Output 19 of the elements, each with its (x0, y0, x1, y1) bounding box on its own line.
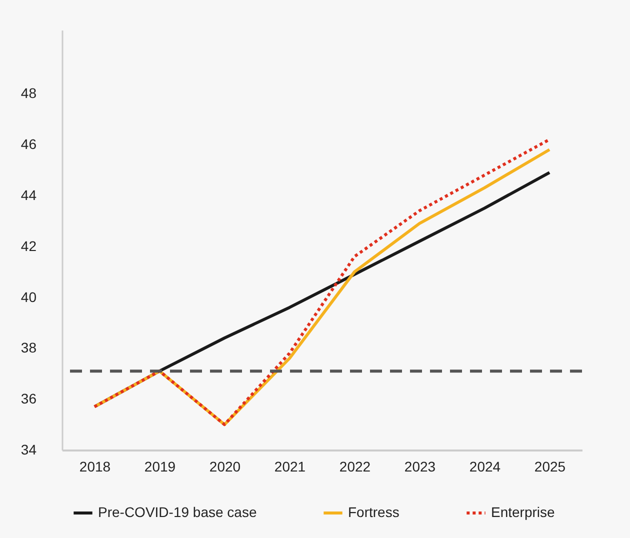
y-tick-label: 36 (20, 390, 37, 407)
y-tick-label: 44 (20, 186, 37, 203)
y-tick-label: 34 (20, 442, 37, 458)
x-tick-label: 2022 (339, 458, 371, 474)
y-tick-label: 38 (20, 340, 37, 356)
x-tick-label: 2023 (404, 458, 436, 474)
x-tick-label: 2024 (469, 458, 501, 474)
x-tick-label: 2019 (144, 458, 176, 474)
x-tick-label: 2025 (534, 458, 566, 474)
x-tick-label: 2020 (209, 458, 241, 474)
x-tick-label: 2018 (79, 458, 111, 474)
y-tick-label: 48 (20, 85, 37, 102)
legend-label: Enterprise (491, 504, 556, 520)
y-tick-label: 40 (20, 288, 37, 305)
y-tick-label: 46 (20, 136, 37, 152)
y-tick-label: 42 (20, 238, 37, 254)
legend-label: Pre-COVID-19 base case (98, 504, 257, 520)
legend-label: Fortress (348, 504, 400, 520)
x-tick-label: 2021 (274, 458, 306, 474)
